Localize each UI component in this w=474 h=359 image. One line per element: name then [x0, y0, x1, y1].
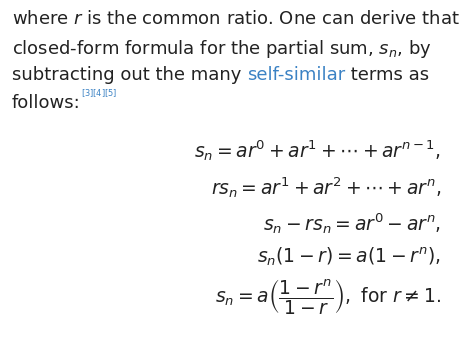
- Text: $s_n\left(1 - r\right) = a\left(1 - r^n\right),$: $s_n\left(1 - r\right) = a\left(1 - r^n\…: [257, 245, 441, 268]
- Text: subtracting out the many: subtracting out the many: [12, 66, 247, 84]
- Text: $s_n - rs_n = ar^0 - ar^n,$: $s_n - rs_n = ar^0 - ar^n,$: [263, 211, 441, 236]
- Text: $s_n = a\left(\dfrac{1 - r^n}{1 - r}\right),\ \text{for}\ r \neq 1.$: $s_n = a\left(\dfrac{1 - r^n}{1 - r}\rig…: [215, 278, 441, 317]
- Text: $^{[3][4][5]}$: $^{[3][4][5]}$: [81, 90, 117, 103]
- Text: $s_n = ar^0 + ar^1 + \cdots + ar^{n-1},$: $s_n = ar^0 + ar^1 + \cdots + ar^{n-1},$: [194, 138, 441, 163]
- Text: self-similar: self-similar: [247, 66, 346, 84]
- Text: $rs_n = ar^1 + ar^2 + \cdots + ar^n,$: $rs_n = ar^1 + ar^2 + \cdots + ar^n,$: [210, 175, 441, 200]
- Text: terms as: terms as: [346, 66, 429, 84]
- Text: closed-form formula for the partial sum, $s_n$, by: closed-form formula for the partial sum,…: [12, 38, 432, 60]
- Text: where $r$ is the common ratio. One can derive that: where $r$ is the common ratio. One can d…: [12, 10, 460, 28]
- Text: follows:: follows:: [12, 94, 81, 112]
